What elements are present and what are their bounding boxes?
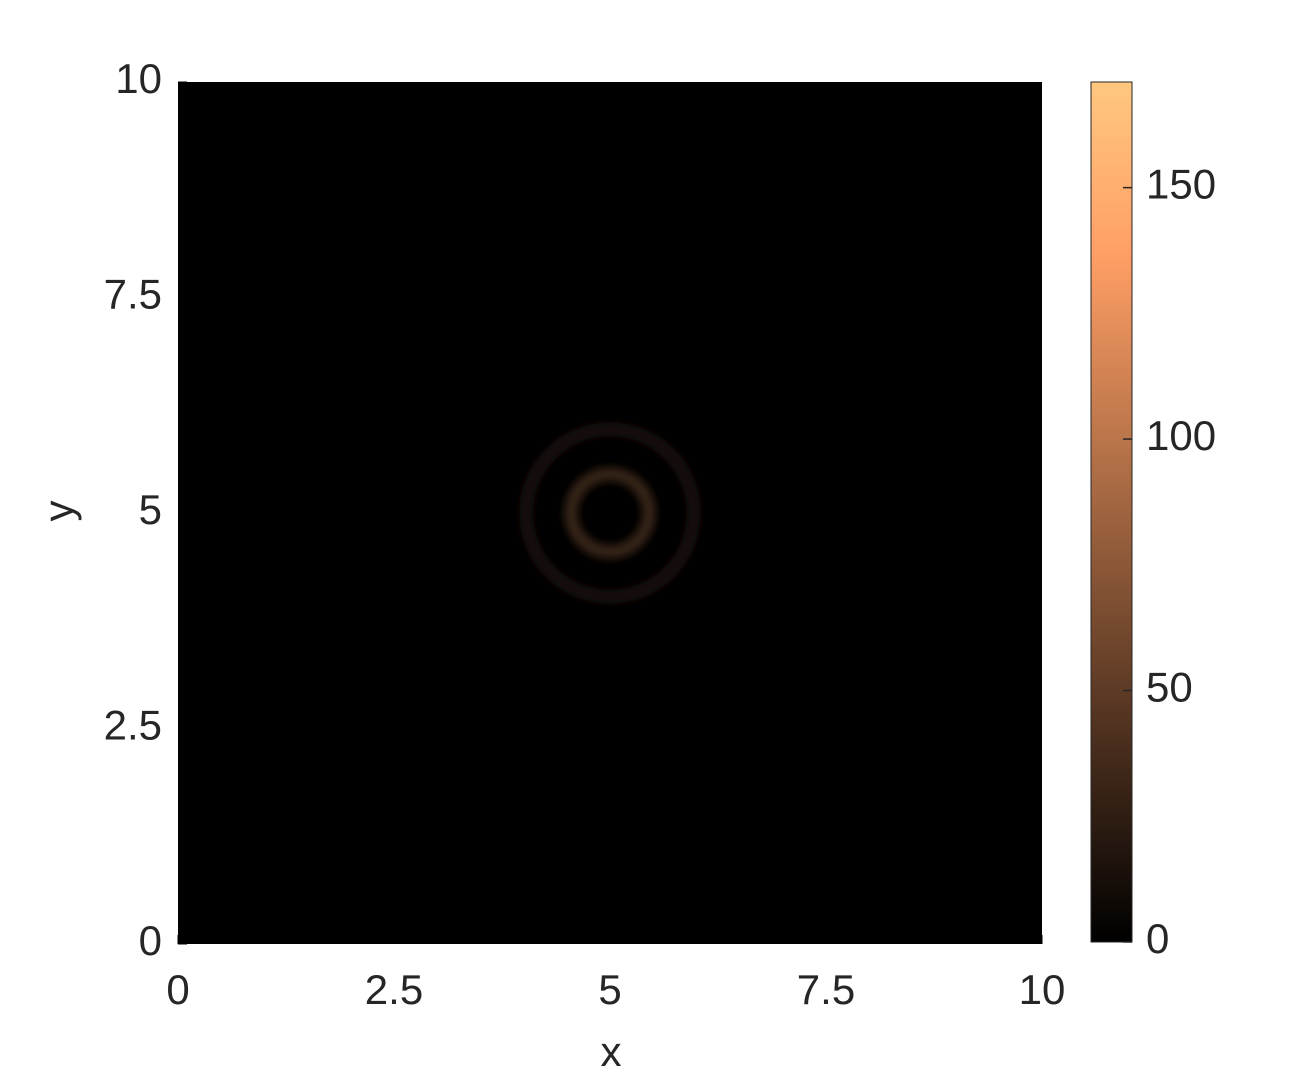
ring-group xyxy=(519,422,701,604)
colorbar xyxy=(1090,81,1133,943)
y-tick-label: 2.5 xyxy=(104,702,162,749)
colorbar-tick-label: 50 xyxy=(1146,664,1193,711)
x-axis-label: x xyxy=(601,1028,622,1075)
colorbar-tick-label: 0 xyxy=(1146,915,1169,962)
heatmap-background xyxy=(178,82,1042,944)
ring xyxy=(519,422,701,604)
y-axis-label: y xyxy=(35,501,82,522)
x-tick-label: 5 xyxy=(598,966,621,1013)
colorbar-tick-label: 100 xyxy=(1146,412,1216,459)
y-tick-label: 10 xyxy=(115,55,162,102)
colorbar-tick-label: 150 xyxy=(1146,161,1216,208)
y-tick-label: 7.5 xyxy=(104,271,162,318)
x-tick-label: 0 xyxy=(166,966,189,1013)
y-tick-label: 5 xyxy=(139,486,162,533)
ring xyxy=(564,467,656,559)
x-tick-label: 10 xyxy=(1019,966,1066,1013)
x-tick-label: 2.5 xyxy=(365,966,423,1013)
x-tick-label: 7.5 xyxy=(797,966,855,1013)
y-tick-label: 0 xyxy=(139,917,162,964)
